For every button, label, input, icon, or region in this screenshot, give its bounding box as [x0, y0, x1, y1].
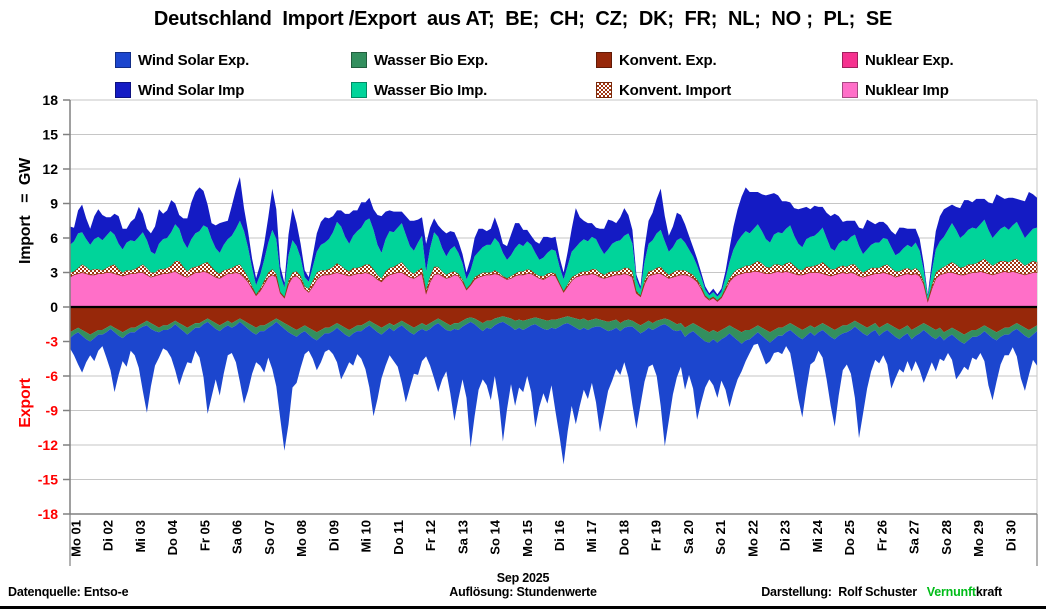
- svg-text:0: 0: [50, 299, 58, 315]
- svg-text:Di 30: Di 30: [1003, 520, 1018, 551]
- legend-label: Konvent. Exp.: [619, 51, 717, 69]
- svg-text:Do 18: Do 18: [616, 520, 631, 555]
- nuklear-imp-swatch-icon: [842, 82, 858, 98]
- svg-text:So 14: So 14: [488, 519, 503, 554]
- legend-item-konvent-import: Konvent. Import: [596, 80, 731, 100]
- svg-text:Mi 03: Mi 03: [133, 520, 148, 553]
- svg-text:-9: -9: [46, 403, 59, 419]
- wasser-bio-exp-swatch-icon: [351, 52, 367, 68]
- svg-text:Do 25: Do 25: [842, 520, 857, 555]
- legend-label: Wasser Bio Exp.: [374, 51, 488, 69]
- resolution-label: Auflösung: Stundenwerte: [449, 585, 597, 599]
- svg-text:Sa 06: Sa 06: [230, 520, 245, 554]
- wind-solar-imp-swatch-icon: [115, 82, 131, 98]
- svg-text:So 21: So 21: [713, 520, 728, 555]
- attribution-label: Darstellung: Rolf Schuster Vernunftkraft: [761, 585, 1002, 599]
- legend-label: Konvent. Import: [619, 81, 731, 99]
- svg-text:Mo 29: Mo 29: [971, 520, 986, 557]
- legend-label: Wind Solar Imp: [138, 81, 245, 99]
- konvent-import-swatch-icon: [596, 82, 612, 98]
- svg-text:So 28: So 28: [939, 520, 954, 555]
- bottom-divider: [0, 606, 1046, 609]
- svg-text:18: 18: [42, 92, 58, 108]
- wind-solar-exp-swatch-icon: [115, 52, 131, 68]
- svg-text:Mo 22: Mo 22: [745, 520, 760, 557]
- svg-text:Mo 08: Mo 08: [294, 520, 309, 557]
- svg-text:15: 15: [42, 127, 58, 143]
- svg-text:So 07: So 07: [262, 520, 277, 555]
- wasser-bio-imp-swatch-icon: [351, 82, 367, 98]
- svg-text:3: 3: [50, 265, 58, 281]
- svg-text:Mo 01: Mo 01: [69, 520, 84, 557]
- svg-text:Mi 24: Mi 24: [810, 519, 825, 552]
- svg-text:Mi 10: Mi 10: [359, 520, 374, 553]
- svg-text:Di 09: Di 09: [326, 520, 341, 551]
- svg-text:Fr 12: Fr 12: [423, 520, 438, 551]
- attribution-text: Darstellung: Rolf Schuster: [761, 585, 927, 599]
- x-axis-title: Sep 2025: [496, 571, 550, 585]
- svg-text:Fr 26: Fr 26: [874, 520, 889, 551]
- svg-text:Sa 27: Sa 27: [907, 520, 922, 554]
- legend-label: Wasser Bio Imp.: [374, 81, 488, 99]
- konvent-exp-swatch-icon: [596, 52, 612, 68]
- svg-text:Fr 19: Fr 19: [649, 520, 664, 551]
- legend-item-nuklear-imp: Nuklear Imp: [842, 80, 949, 100]
- legend-item-nuklear-exp: Nuklear Exp.: [842, 50, 954, 70]
- legend-label: Nuklear Exp.: [865, 51, 954, 69]
- svg-text:Di 02: Di 02: [101, 520, 116, 551]
- svg-text:-3: -3: [46, 334, 59, 350]
- svg-text:6: 6: [50, 230, 58, 246]
- svg-text:Sa 20: Sa 20: [681, 520, 696, 554]
- legend-label: Wind Solar Exp.: [138, 51, 250, 69]
- svg-text:Di 16: Di 16: [552, 520, 567, 551]
- chart-title: Deutschland Import /Export aus AT; BE; C…: [153, 8, 893, 30]
- svg-text:-15: -15: [38, 472, 58, 488]
- svg-text:Mi 17: Mi 17: [584, 520, 599, 553]
- legend-item-wasser-bio-exp: Wasser Bio Exp.: [351, 50, 488, 70]
- svg-text:Mo 15: Mo 15: [520, 520, 535, 557]
- svg-text:-18: -18: [38, 506, 58, 522]
- legend-item-konvent-exp: Konvent. Exp.: [596, 50, 717, 70]
- brand-kraft: kraft: [975, 585, 1002, 599]
- nuklear-exp-swatch-icon: [842, 52, 858, 68]
- legend-item-wasser-bio-imp: Wasser Bio Imp.: [351, 80, 487, 100]
- svg-text:Di 23: Di 23: [778, 520, 793, 551]
- svg-text:-12: -12: [38, 437, 58, 453]
- svg-text:9: 9: [50, 196, 58, 212]
- legend-item-wind-solar-imp: Wind Solar Imp: [115, 80, 244, 100]
- svg-text:Do 11: Do 11: [391, 520, 406, 555]
- data-source-label: Datenquelle: Entso-e: [8, 585, 129, 599]
- svg-text:12: 12: [42, 161, 58, 177]
- svg-text:Do 04: Do 04: [165, 519, 180, 555]
- legend-item-wind-solar-exp: Wind Solar Exp.: [115, 50, 249, 70]
- svg-text:-6: -6: [46, 368, 59, 384]
- legend-label: Nuklear Imp: [865, 81, 949, 99]
- brand-vernunft: Vernunft: [926, 585, 976, 599]
- svg-text:Sa 13: Sa 13: [455, 520, 470, 554]
- svg-text:Fr 05: Fr 05: [197, 520, 212, 551]
